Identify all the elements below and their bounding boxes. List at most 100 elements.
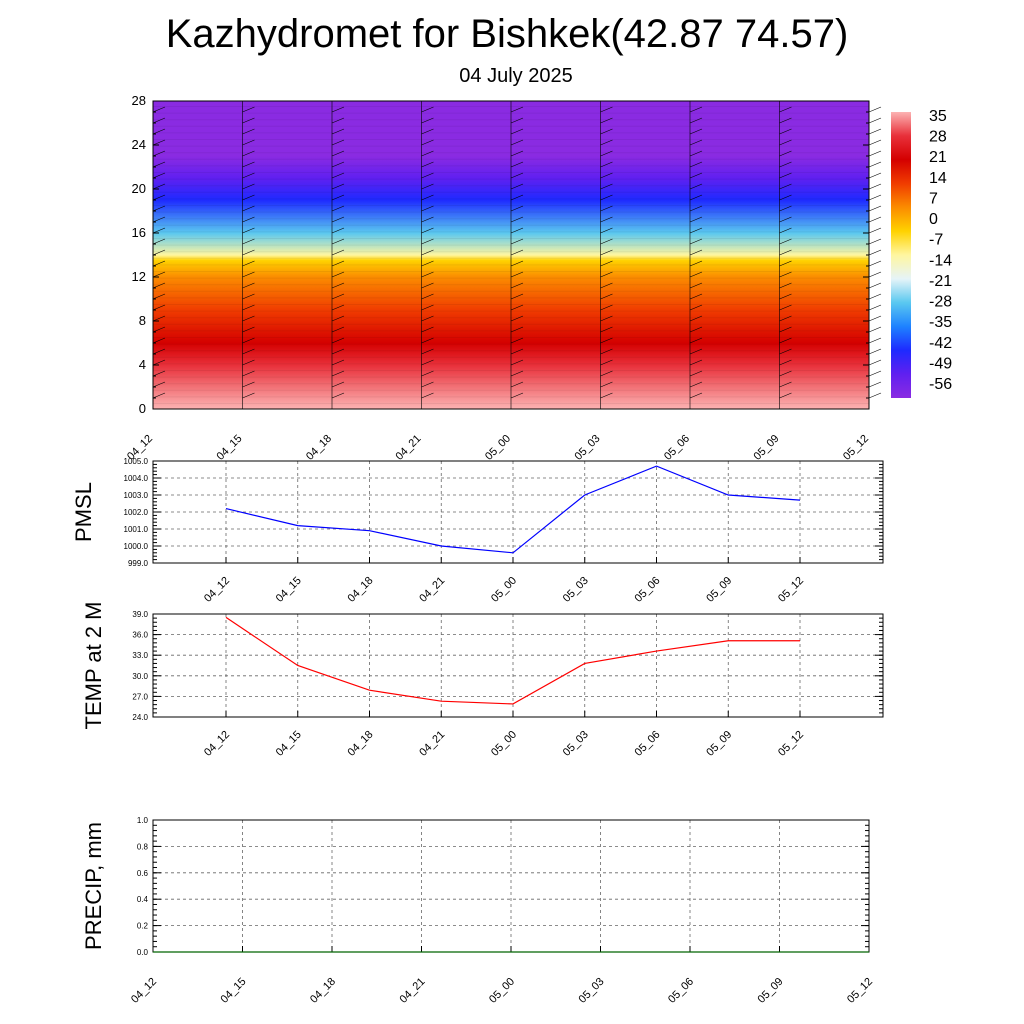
x-tick-label: 05_06 bbox=[662, 433, 692, 463]
wind-barb bbox=[331, 381, 345, 388]
wind-barb bbox=[600, 337, 613, 344]
wind-barb bbox=[510, 271, 524, 278]
y-tick-label: 27.0 bbox=[132, 692, 148, 701]
wind-barb bbox=[868, 337, 882, 344]
wind-barb bbox=[689, 150, 703, 157]
wind-barb bbox=[689, 139, 703, 146]
colorbar-label: -28 bbox=[929, 294, 952, 311]
y-tick-label: 1005.0 bbox=[124, 457, 149, 466]
wind-barb bbox=[600, 128, 613, 135]
y-tick-label: 0.4 bbox=[137, 895, 149, 904]
wind-barb bbox=[600, 216, 613, 223]
wind-barb bbox=[242, 381, 255, 388]
wind-barb bbox=[510, 381, 524, 388]
y-tick-label: 36.0 bbox=[132, 631, 148, 640]
wind-barb bbox=[421, 238, 434, 245]
wind-barb bbox=[242, 205, 255, 212]
wind-barb bbox=[242, 150, 255, 157]
wind-barb bbox=[779, 337, 792, 344]
wind-barb bbox=[600, 194, 613, 201]
wind-barb bbox=[779, 205, 792, 212]
wind-barb bbox=[600, 304, 613, 311]
colorbar-label: -35 bbox=[929, 314, 952, 331]
wind-barb bbox=[689, 282, 703, 289]
wind-barb bbox=[152, 183, 166, 190]
x-tick-label: 04_15 bbox=[219, 976, 249, 1006]
wind-barb bbox=[242, 161, 255, 168]
wind-barb bbox=[689, 326, 703, 333]
wind-barb bbox=[779, 117, 792, 124]
wind-barb bbox=[600, 370, 613, 377]
wind-barb bbox=[152, 194, 166, 201]
wind-barb bbox=[689, 392, 703, 399]
y-tick-label: 16 bbox=[132, 225, 146, 240]
wind-barb bbox=[242, 128, 255, 135]
wind-barb bbox=[600, 293, 613, 300]
wind-barb bbox=[421, 293, 434, 300]
wind-barb-column bbox=[331, 101, 345, 409]
x-tick-label: 04_18 bbox=[346, 729, 376, 759]
x-tick-label: 05_12 bbox=[776, 575, 806, 605]
wind-barb bbox=[779, 282, 792, 289]
wind-barb bbox=[152, 161, 166, 168]
wind-barb bbox=[779, 359, 792, 366]
wind-barb bbox=[421, 282, 434, 289]
wind-barb bbox=[600, 282, 613, 289]
wind-barb bbox=[689, 205, 703, 212]
wind-barb bbox=[421, 227, 434, 234]
wind-barb bbox=[689, 183, 703, 190]
wind-barb bbox=[868, 326, 882, 333]
wind-barb bbox=[242, 315, 255, 322]
wind-barb bbox=[689, 359, 703, 366]
wind-barb bbox=[331, 139, 345, 146]
wind-barb bbox=[600, 139, 613, 146]
x-tick-label: 05_03 bbox=[561, 729, 591, 759]
wind-barb bbox=[868, 304, 882, 311]
y-tick-label: 0.0 bbox=[137, 948, 149, 957]
plot-frame bbox=[152, 460, 884, 564]
wind-barb bbox=[242, 238, 255, 245]
y-axis-label: PRECIP, mm bbox=[81, 822, 106, 950]
x-tick-label: 04_21 bbox=[398, 976, 428, 1006]
wind-barb bbox=[779, 370, 792, 377]
y-tick-label: 24 bbox=[132, 137, 146, 152]
wind-barb bbox=[242, 139, 255, 146]
wind-barb bbox=[689, 249, 703, 256]
wind-barb-column bbox=[510, 101, 524, 409]
wind-barb bbox=[600, 238, 613, 245]
wind-barb bbox=[868, 183, 882, 190]
wind-barb bbox=[421, 370, 434, 377]
wind-barb bbox=[689, 172, 703, 179]
wind-barb-column bbox=[421, 101, 434, 409]
wind-barb bbox=[242, 227, 255, 234]
wind-barb-column bbox=[779, 101, 792, 409]
wind-barb bbox=[779, 304, 792, 311]
y-tick-label: 1.0 bbox=[137, 816, 149, 825]
y-tick-label: 30.0 bbox=[132, 672, 148, 681]
wind-barb bbox=[868, 293, 882, 300]
wind-barb bbox=[242, 337, 255, 344]
wind-barb bbox=[510, 337, 524, 344]
wind-barb bbox=[689, 194, 703, 201]
y-tick-label: 28 bbox=[132, 93, 146, 108]
wind-barb bbox=[421, 150, 434, 157]
wind-barb bbox=[242, 282, 255, 289]
colorbar-label: -14 bbox=[929, 252, 952, 269]
wind-barb bbox=[779, 381, 792, 388]
x-tick-label: 04_18 bbox=[304, 433, 334, 463]
wind-barb bbox=[331, 315, 345, 322]
wind-barb bbox=[868, 150, 882, 157]
series-line bbox=[225, 465, 801, 554]
wind-barb bbox=[421, 161, 434, 168]
x-tick-label: 05_09 bbox=[704, 575, 734, 605]
wind-barb bbox=[242, 106, 255, 113]
wind-barb bbox=[152, 326, 166, 333]
wind-barb bbox=[510, 117, 524, 124]
wind-barb bbox=[868, 139, 882, 146]
wind-barb bbox=[421, 271, 434, 278]
wind-barb bbox=[600, 271, 613, 278]
wind-barb bbox=[600, 249, 613, 256]
wind-barb bbox=[242, 183, 255, 190]
wind-barb bbox=[779, 326, 792, 333]
wind-barb bbox=[868, 359, 882, 366]
